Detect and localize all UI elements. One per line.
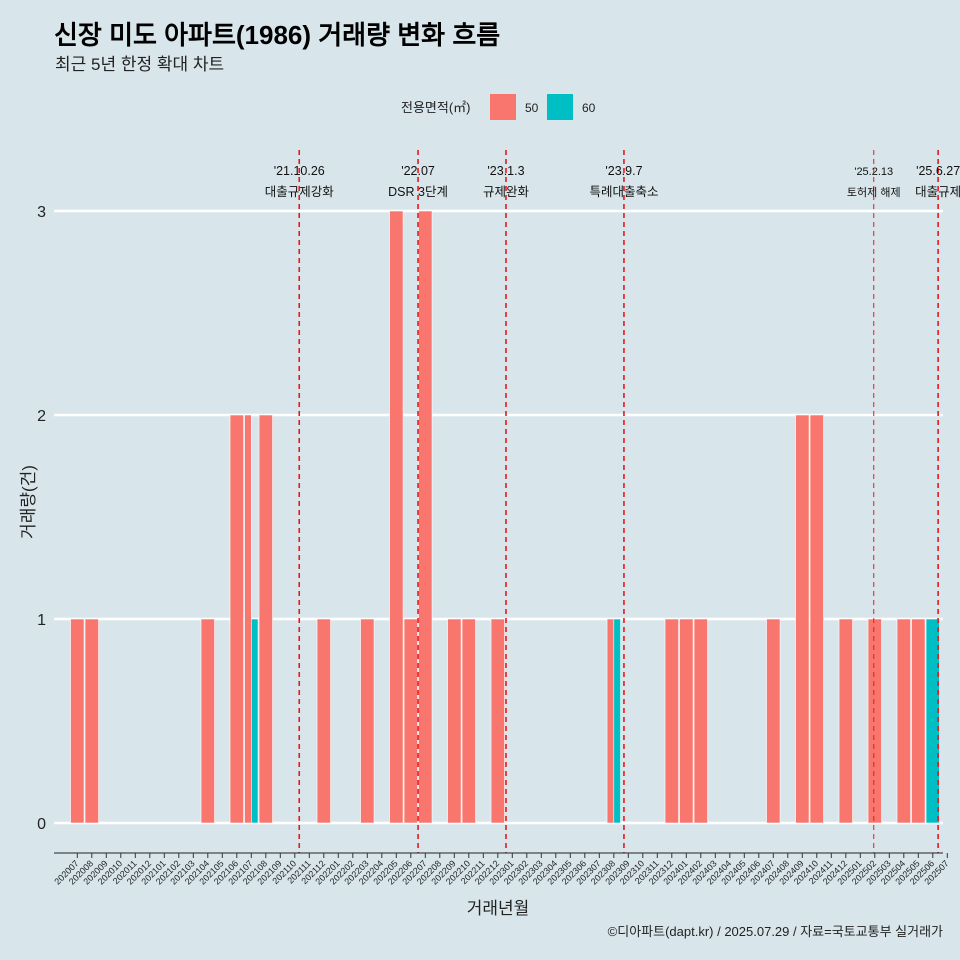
bar-202008-50: [84, 618, 99, 824]
event-date-label: '21.10.26: [274, 164, 325, 178]
event-date-label: '23.9.7: [605, 164, 642, 178]
bar-202205-50: [389, 210, 404, 824]
y-tick-label: 1: [37, 612, 46, 629]
event-date-label: '25.6.27: [916, 164, 960, 178]
event-date-label: '23.1.3: [487, 164, 524, 178]
event-text-label: 특례대출축소: [589, 185, 658, 199]
bar-202104-50: [200, 618, 215, 824]
event-text-label: 토허제 해제: [847, 185, 901, 199]
legend: 전용면적(㎡) 50 60: [401, 94, 596, 120]
bar-202210-50: [461, 618, 476, 824]
bar-202212-50: [490, 618, 505, 824]
caption: ©디아파트(dapt.kr) / 2025.07.29 / 자료=국토교통부 실…: [608, 924, 943, 939]
x-axis: 2020072020082020092020102020112020122021…: [52, 852, 951, 887]
bar-202505-50: [911, 618, 926, 824]
bar-202207-50: [418, 210, 433, 824]
event-text-label: DSR 3단계: [388, 185, 448, 199]
legend-title: 전용면적(㎡): [401, 100, 471, 115]
bar-202410-50: [809, 414, 824, 824]
event-text-label: 규제완화: [483, 185, 530, 199]
bar-202502-50: [867, 618, 882, 824]
event-text-label: 대출규제강화: [265, 185, 335, 199]
legend-label-60: 60: [582, 101, 596, 115]
bars: [70, 210, 940, 824]
y-axis-ticks: 0 1 2 3: [37, 204, 46, 833]
event-text-label: 대출규제: [915, 185, 960, 199]
bar-202312-50: [664, 618, 679, 824]
bar-202308-50: [606, 618, 615, 824]
bar-202506-60: [925, 618, 940, 824]
bar-202203-50: [360, 618, 375, 824]
chart-subtitle: 최근 5년 한정 확대 차트: [55, 55, 224, 74]
chart-title: 신장 미도 아파트(1986) 거래량 변화 흐름: [54, 20, 500, 50]
bar-202409-50: [795, 414, 810, 824]
bar-202402-50: [693, 618, 708, 824]
bar-202107-50: [244, 414, 252, 824]
event-date-label: '22.07: [401, 164, 435, 178]
bar-202112-50: [316, 618, 331, 824]
bar-202401-50: [679, 618, 694, 824]
legend-label-50: 50: [525, 101, 539, 115]
x-axis-title: 거래년월: [467, 899, 530, 918]
bar-202108-50: [258, 414, 273, 824]
y-tick-label: 0: [37, 816, 46, 833]
y-tick-label: 2: [37, 408, 46, 425]
event-date-label: '25.2.13: [854, 166, 893, 178]
bar-202107-60: [251, 618, 259, 824]
event-markers: '21.10.26 대출규제강화 '22.07 DSR 3단계 '23.1.3 규제완화 '…: [265, 150, 960, 853]
bar-202412-50: [838, 618, 853, 824]
bar-202308-60: [613, 618, 621, 824]
y-tick-label: 3: [37, 204, 46, 221]
legend-swatch-60: [547, 94, 573, 120]
y-axis-title: 거래량(건): [19, 465, 38, 539]
bar-202106-50: [229, 414, 244, 824]
legend-swatch-50: [490, 94, 516, 120]
bar-202206-50: [403, 618, 418, 824]
bar-202007-50: [70, 618, 85, 824]
bar-202209-50: [447, 618, 462, 824]
bar-202407-50: [766, 618, 781, 824]
bar-202504-50: [896, 618, 911, 824]
